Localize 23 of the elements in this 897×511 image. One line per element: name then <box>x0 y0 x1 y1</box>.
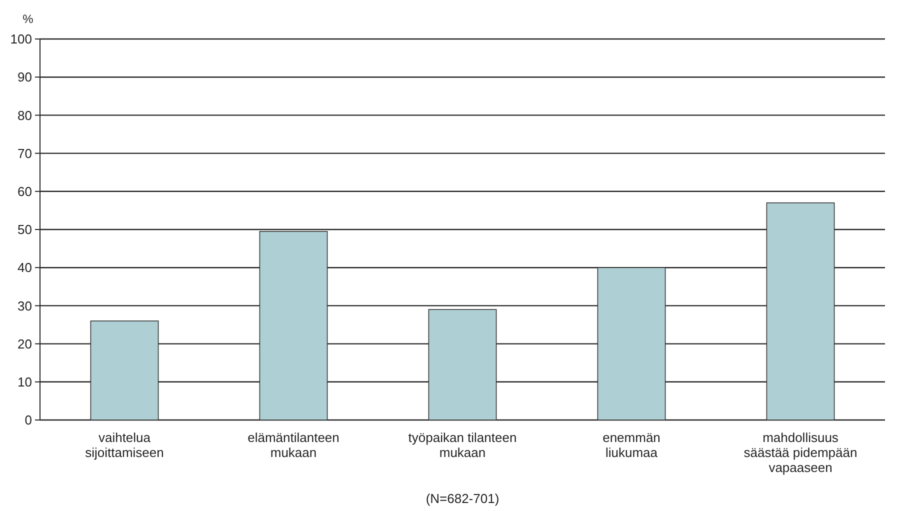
y-tick-label: 30 <box>18 298 32 314</box>
y-tick-label: 70 <box>18 146 32 161</box>
y-tick-label: 60 <box>18 184 32 199</box>
bar <box>766 202 835 420</box>
y-tick-label: 100 <box>10 32 32 47</box>
x-tick-label: vaihtelua sijoittamiseen <box>85 430 164 460</box>
x-tick-label: työpaikan tilanteen mukaan <box>408 430 517 460</box>
x-tick-label: mahdollisuus säästää pidempään vapaaseen <box>744 430 858 475</box>
y-tick-label: 80 <box>18 108 32 123</box>
y-tick-label: 20 <box>18 336 32 352</box>
y-axis-title: % <box>22 12 34 26</box>
y-tick-label: 0 <box>24 412 32 428</box>
x-tick-label: enemmän liukumaa <box>602 430 660 460</box>
y-tick-label: 50 <box>18 222 32 238</box>
bar <box>259 231 328 420</box>
bar <box>428 309 497 420</box>
y-tick-label: 40 <box>18 260 32 276</box>
y-tick-label: 90 <box>18 70 32 85</box>
bar <box>597 267 666 420</box>
text: (N=682-701) <box>426 491 500 506</box>
bar <box>90 320 159 420</box>
x-tick-label: elämäntilanteen mukaan <box>248 430 340 460</box>
y-tick-label: 10 <box>18 374 32 390</box>
